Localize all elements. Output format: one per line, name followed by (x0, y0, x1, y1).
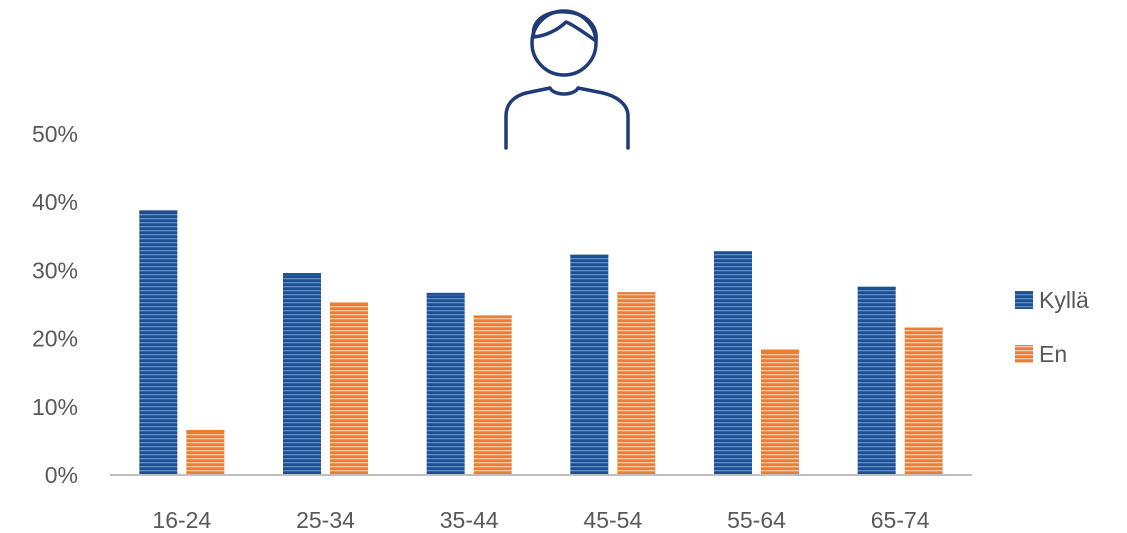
person-outline-icon (504, 9, 630, 150)
x-tick-label: 45-54 (583, 507, 642, 533)
x-tick-label: 55-64 (727, 507, 786, 533)
bar-kylla-25-34 (283, 273, 321, 475)
bar-kylla-45-54 (570, 254, 609, 475)
bar-en-55-64 (761, 349, 799, 475)
bar-en-45-54 (617, 292, 656, 475)
bar-top-edge (857, 286, 896, 289)
bar-top-edge (139, 210, 178, 213)
bar-top-edge (617, 292, 656, 295)
y-tick-label: 20% (32, 326, 78, 352)
legend-label: En (1039, 341, 1067, 367)
legend-swatch (1015, 291, 1033, 309)
bar-top-edge (330, 302, 368, 305)
bar-top-edge (283, 273, 321, 276)
legend: Kyllä En (1015, 287, 1089, 367)
x-axis-ticks: 16-24 25-34 35-44 45-54 55-64 65-74 (152, 507, 929, 533)
bar-en-35-44 (473, 315, 512, 475)
x-tick-label: 25-34 (296, 507, 355, 533)
bar-kylla-16-24 (139, 210, 178, 475)
legend-label: Kyllä (1039, 287, 1089, 313)
legend-swatch (1015, 345, 1033, 363)
bar-kylla-35-44 (426, 292, 465, 475)
bar-en-16-24 (186, 429, 225, 475)
y-tick-label: 10% (32, 394, 78, 420)
bar-en-65-74 (904, 327, 943, 475)
x-tick-label: 65-74 (871, 507, 930, 533)
bar-top-edge (473, 315, 512, 318)
y-tick-label: 40% (32, 189, 78, 215)
bar-en-25-34 (330, 302, 368, 475)
bar-top-edge (426, 292, 465, 295)
bar-top-edge (714, 251, 752, 254)
y-tick-label: 50% (32, 121, 78, 147)
y-tick-label: 0% (45, 462, 78, 488)
x-tick-label: 16-24 (152, 507, 211, 533)
bars (139, 210, 943, 475)
bar-top-edge (904, 327, 943, 330)
bar-top-edge (761, 349, 799, 352)
bar-kylla-65-74 (857, 286, 896, 475)
bar-top-edge (570, 254, 609, 257)
x-tick-label: 35-44 (440, 507, 499, 533)
bar-top-edge (186, 429, 225, 432)
y-tick-label: 30% (32, 257, 78, 283)
y-axis-ticks: 0% 10% 20% 30% 40% 50% (32, 121, 78, 488)
bar-kylla-55-64 (714, 251, 752, 475)
